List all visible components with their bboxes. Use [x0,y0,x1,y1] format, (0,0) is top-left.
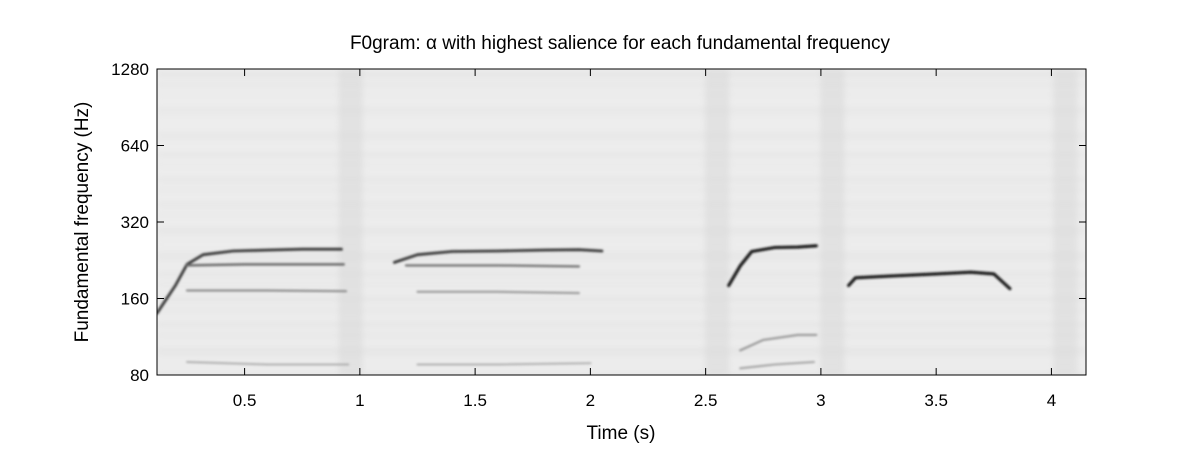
y-tick-label: 1280 [111,60,149,79]
x-tick-label: 4 [1047,391,1056,410]
bg-band [157,188,1086,191]
bg-band [157,323,1086,326]
bg-band [157,348,1086,351]
bg-band [157,203,1086,206]
bg-band [157,163,1086,166]
f0-contour [404,264,581,268]
bg-band [157,293,1086,296]
x-axis-label: Time (s) [587,423,656,444]
bg-column [338,69,363,375]
bg-band [157,213,1086,216]
y-axis-label: Fundamental frequency (Hz) [72,102,93,343]
bg-band [157,173,1086,176]
y-tick-label: 320 [121,213,149,232]
y-tick-label: 640 [121,137,149,156]
bg-band [157,178,1086,181]
bg-band [157,218,1086,221]
bg-band [157,98,1086,101]
x-tick-label: 0.5 [233,391,257,410]
bg-band [157,83,1086,86]
f0-contour [416,362,592,366]
f0-contour [157,247,343,315]
bg-column [1053,69,1078,375]
bg-band [157,353,1086,356]
f0-contour [847,270,1012,291]
bg-band [157,333,1086,336]
bg-band [157,138,1086,141]
x-tick-label: 2 [586,391,595,410]
f0-contour [186,361,350,366]
bg-band [157,233,1086,236]
bg-band [157,93,1086,96]
f0-contour [739,333,818,352]
x-tick-label: 3.5 [924,391,948,410]
x-tick-label: 3 [816,391,825,410]
bg-band [157,283,1086,286]
bg-band [157,148,1086,151]
bg-band [157,268,1086,271]
f0-contour [739,360,816,370]
bg-band [157,108,1086,111]
bg-band [157,273,1086,276]
y-tick-label: 80 [130,366,149,385]
axis-ticks: 0.5 1 1.5 2 2.5 3 3.5 4 80 160 320 640 1280 [111,60,1086,410]
bg-column [820,69,845,375]
bg-band [157,113,1086,116]
bg-band [157,373,1086,375]
bg-band [157,243,1086,246]
background-texture [157,69,1086,375]
bg-band [157,298,1086,301]
bg-band [157,228,1086,231]
bg-column [705,69,730,375]
bg-band [157,313,1086,316]
f0-contour [392,248,604,264]
bg-band [157,153,1086,156]
f0-contour [185,263,345,267]
x-tick-label: 1 [355,391,364,410]
x-tick-label: 1.5 [463,391,487,410]
f0-contour [727,244,818,288]
f0-contour [416,290,580,295]
bg-band [157,258,1086,261]
x-tick-label: 2.5 [694,391,718,410]
f0-contours [157,244,1012,370]
chart-title: F0gram: α with highest salience for each… [350,33,891,54]
bg-band [157,73,1086,76]
bg-band [157,123,1086,126]
bg-band [157,338,1086,341]
bg-band [157,363,1086,366]
bg-band [157,308,1086,311]
bg-band [157,253,1086,256]
y-tick-label: 160 [121,290,149,309]
f0-contour [185,289,348,293]
bg-band [157,133,1086,136]
bg-band [157,193,1086,196]
